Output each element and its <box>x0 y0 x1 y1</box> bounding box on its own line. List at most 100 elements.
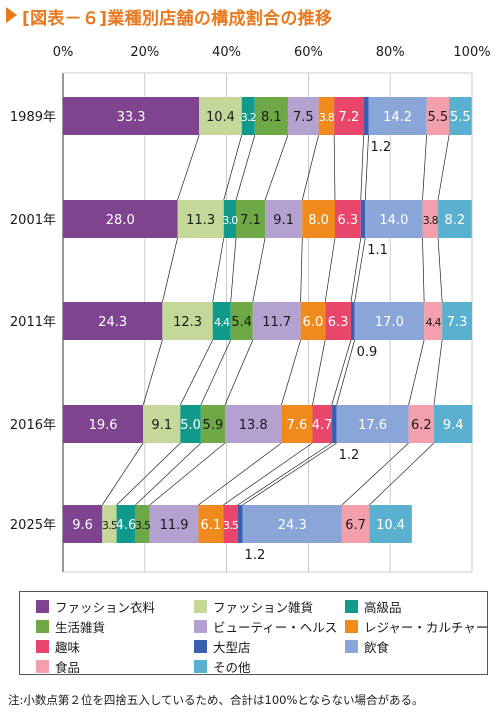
bar-segment <box>426 97 450 135</box>
bar-segment <box>63 505 103 543</box>
connector-line <box>369 442 435 506</box>
bar-segment <box>265 200 303 238</box>
data-label: 4.7 <box>312 418 333 433</box>
connector-line <box>324 237 336 303</box>
data-label: 14.0 <box>379 213 408 228</box>
bar-segment <box>223 505 238 543</box>
bar-segment <box>254 97 288 135</box>
bar-segment <box>200 405 225 443</box>
bar-segment <box>368 97 427 135</box>
legend-label: ファッション雑貨 <box>213 599 314 615</box>
connector-line <box>301 134 319 201</box>
connector-line <box>433 339 443 406</box>
legend-label: その他 <box>213 659 251 675</box>
bar-segment <box>438 200 472 238</box>
legend-item: その他 <box>194 658 251 675</box>
connector-line <box>180 339 214 406</box>
data-label: 3.5 <box>223 519 239 532</box>
bar-segment <box>135 505 150 543</box>
data-label: 11.9 <box>160 518 189 533</box>
y-category-label: 2016年 <box>10 418 56 433</box>
data-label: 1.2 <box>371 140 392 155</box>
data-label: 5.0 <box>180 418 201 433</box>
legend-swatch <box>345 599 358 613</box>
data-label: 33.3 <box>117 110 146 125</box>
title-arrow-icon <box>6 7 17 23</box>
data-label: 12.3 <box>173 315 202 330</box>
bar-segment <box>241 97 255 135</box>
legend-label: 大型店 <box>213 639 251 655</box>
legend-label: ファッション衣料 <box>55 599 156 615</box>
y-category-label: 1989年 <box>10 110 56 125</box>
data-label: 11.7 <box>262 315 291 330</box>
bar-segment <box>224 405 282 443</box>
connector-line <box>200 339 232 406</box>
bar-segment <box>341 505 370 543</box>
bar-connectors <box>101 134 450 506</box>
bars <box>63 97 473 543</box>
bar-segment <box>212 302 231 340</box>
data-label: 3.5 <box>135 519 151 532</box>
connector-line <box>116 442 181 506</box>
legend-label: ビューティー・ヘルス <box>213 619 338 635</box>
axes: 0% 20% 40% 60% 80% 100% 1989年 2001年 2011年 2016年 20… <box>10 45 491 533</box>
connector-line <box>135 442 202 506</box>
legend-swatch <box>345 619 358 633</box>
x-tick-label: 40% <box>212 45 241 60</box>
legend-label: 食品 <box>55 659 81 675</box>
bar-segment <box>365 200 423 238</box>
legend-item: 高級品 <box>345 598 402 615</box>
y-category-label: 2001年 <box>10 213 56 228</box>
bar-segment <box>312 405 332 443</box>
legend-item: 生活雑貨 <box>36 618 106 635</box>
data-label: 4.6 <box>116 518 137 533</box>
bar-segment <box>369 505 412 543</box>
chart-legend: ファッション衣料 ファッション雑貨 高級品生活雑貨 ビューティー・ヘルス レジャー・カル… <box>19 591 488 675</box>
connector-line <box>312 339 326 406</box>
y-category-label: 2011年 <box>10 315 56 330</box>
legend-item: 大型店 <box>194 638 251 655</box>
bar-segment <box>177 200 224 238</box>
x-tick-label: 60% <box>294 45 323 60</box>
connector-line <box>242 442 337 506</box>
bar-segment <box>252 302 301 340</box>
chart-title-bar: [図表－６]業種別店舗の構成割合の推移 <box>0 0 500 30</box>
bar-segment <box>354 302 425 340</box>
legend-item: レジャー・カルチャー <box>345 618 489 635</box>
connector-line <box>223 442 313 506</box>
data-label: 6.0 <box>303 315 324 330</box>
connector-line <box>437 134 450 201</box>
bar-segment <box>63 200 178 238</box>
data-label: 9.1 <box>151 418 172 433</box>
data-label: 0.9 <box>357 345 378 360</box>
bar-segment <box>143 405 181 443</box>
legend-swatch <box>36 599 49 613</box>
bar-segment <box>237 505 243 543</box>
connector-line <box>198 442 282 506</box>
connector-line <box>149 442 226 506</box>
legend-item: ファッション衣料 <box>36 598 156 615</box>
bar-segment <box>281 405 313 443</box>
legend-label: レジャー・カルチャー <box>364 619 489 635</box>
connector-line <box>264 134 289 201</box>
connector-line <box>101 442 144 506</box>
connector-line <box>408 339 425 406</box>
bar-segment <box>318 97 335 135</box>
legend-label: 飲食 <box>364 639 390 655</box>
data-label: 6.3 <box>328 315 349 330</box>
data-label: 7.5 <box>293 110 314 125</box>
data-label: 3.0 <box>222 214 238 227</box>
connector-line <box>252 237 266 303</box>
legend-label: 趣味 <box>55 639 81 655</box>
connector-line <box>333 134 336 201</box>
data-label: 1.2 <box>339 448 360 463</box>
stacked-bar-chart: 33.3 10.4 3.2 8.1 7.5 3.8 7.2 1.2 14.2 5.5 5.5 28.0… <box>10 45 491 573</box>
bar-segment <box>199 97 242 135</box>
data-label: 8.2 <box>444 213 465 228</box>
connector-line <box>364 134 369 201</box>
legend-label: 生活雑貨 <box>55 619 106 635</box>
y-category-label: 2025年 <box>10 518 56 533</box>
connector-line <box>354 237 366 303</box>
bar-segment <box>149 505 199 543</box>
bar-segment <box>433 405 473 443</box>
